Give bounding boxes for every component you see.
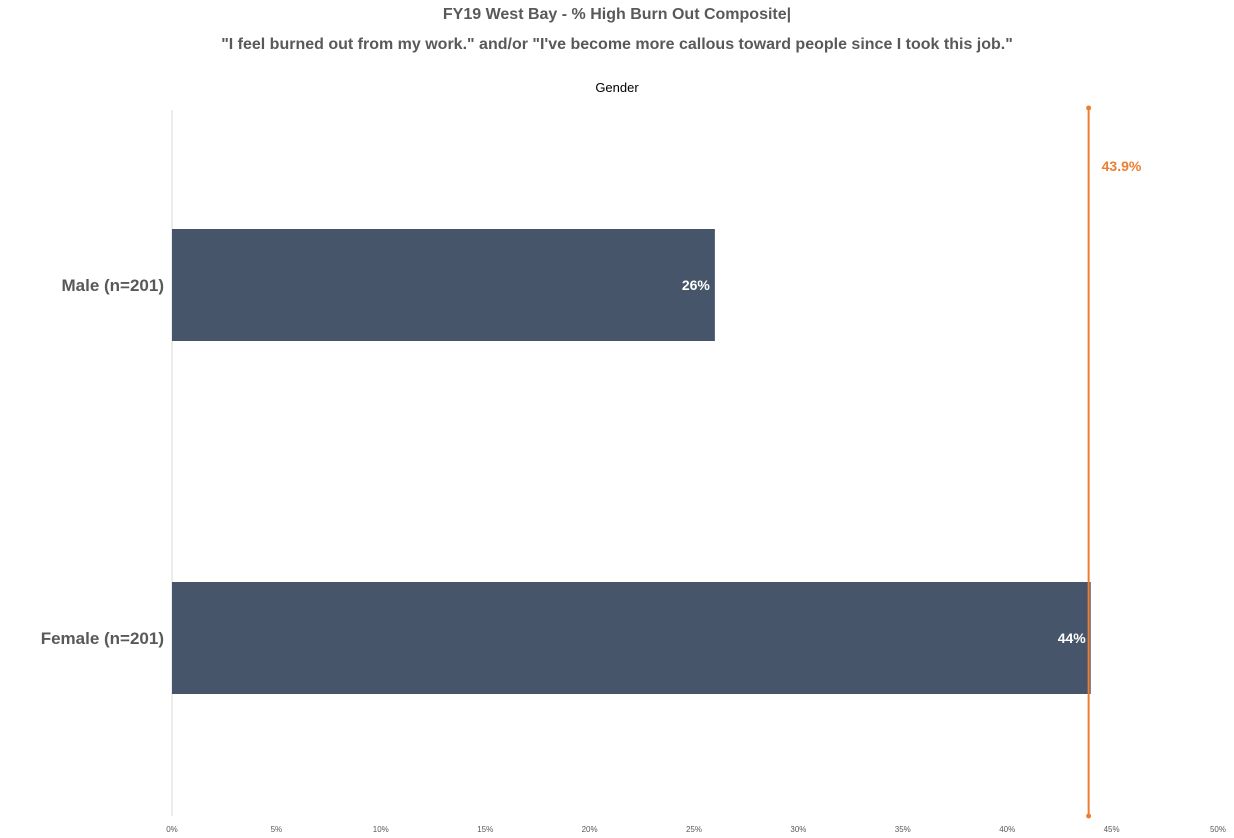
reference-label: 43.9% xyxy=(1102,158,1142,174)
chart-subtitle: "I feel burned out from my work." and/or… xyxy=(221,36,1013,53)
reference-line-cap-bottom xyxy=(1086,813,1092,819)
bar-female xyxy=(172,582,1091,694)
x-tick-label: 30% xyxy=(790,825,806,834)
data-label: 26% xyxy=(682,277,711,293)
category-label: Female (n=201) xyxy=(41,629,164,648)
x-tick-label: 25% xyxy=(686,825,702,834)
reference-line-cap-top xyxy=(1086,105,1092,111)
x-tick-label: 0% xyxy=(166,825,178,834)
chart-title: FY19 West Bay - % High Burn Out Composit… xyxy=(442,6,792,23)
x-tick-label: 20% xyxy=(582,825,598,834)
x-tick-label: 40% xyxy=(999,825,1015,834)
bar-male xyxy=(172,229,715,341)
x-tick-label: 15% xyxy=(477,825,493,834)
x-tick-label: 45% xyxy=(1104,825,1120,834)
category-label: Male (n=201) xyxy=(61,276,164,295)
legend-title: Gender xyxy=(595,80,639,95)
x-tick-label: 35% xyxy=(895,825,911,834)
x-tick-label: 10% xyxy=(373,825,389,834)
x-tick-label: 5% xyxy=(271,825,283,834)
data-label: 44% xyxy=(1058,630,1087,646)
x-tick-label: 50% xyxy=(1210,825,1226,834)
